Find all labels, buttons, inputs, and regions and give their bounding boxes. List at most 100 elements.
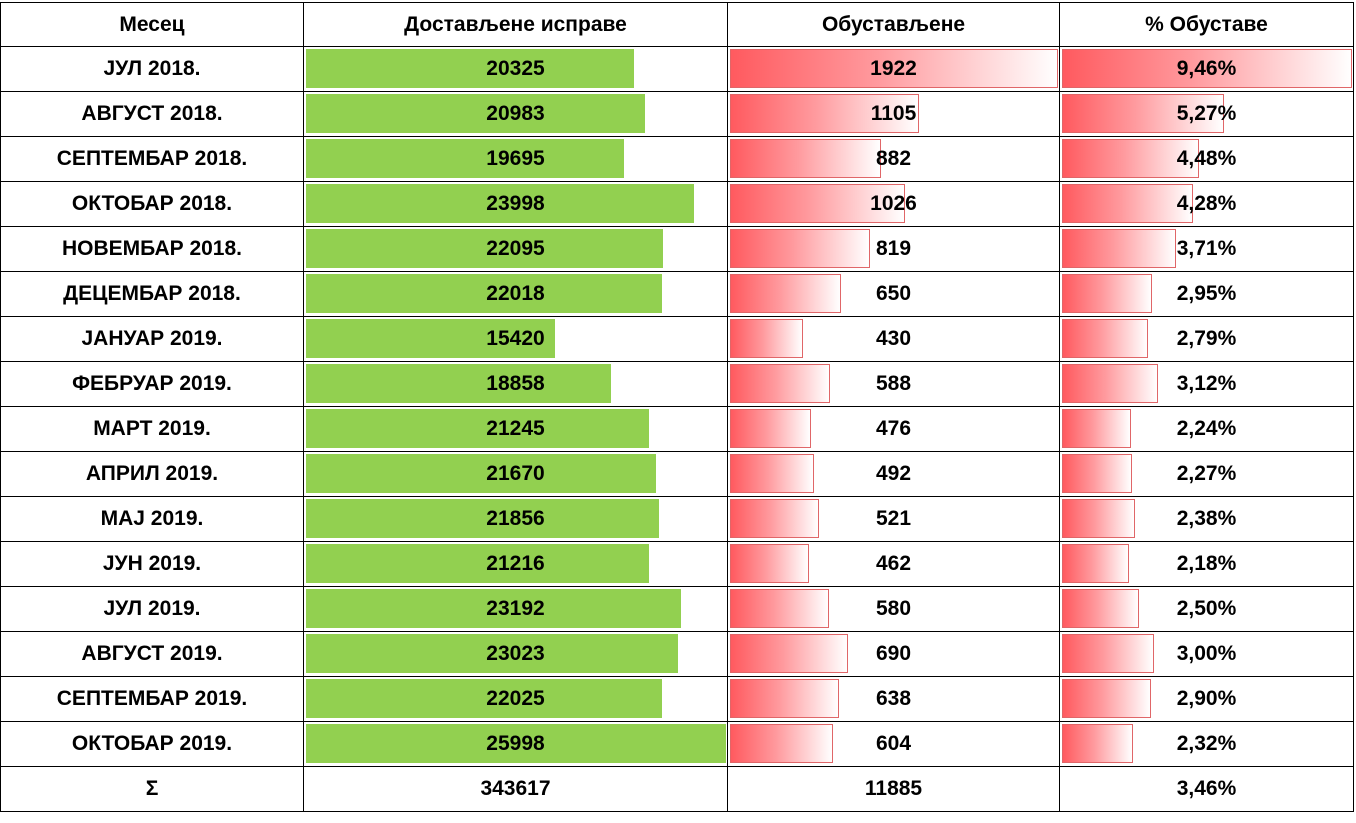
percent-cell[interactable]: 5,27%	[1060, 92, 1354, 137]
total-delivered-cell[interactable]: 343617	[304, 767, 728, 812]
delivered-value: 23998	[486, 192, 545, 215]
delivered-cell[interactable]: 23192	[304, 587, 728, 632]
delivered-cell[interactable]: 21245	[304, 407, 728, 452]
suspended-cell[interactable]: 819	[728, 227, 1060, 272]
suspended-cell[interactable]: 492	[728, 452, 1060, 497]
header-delivered-label: Достављене исправе	[404, 12, 627, 36]
month-cell[interactable]: АВГУСТ 2019.	[0, 632, 304, 677]
month-cell[interactable]: НОВЕМБАР 2018.	[0, 227, 304, 272]
suspended-cell[interactable]: 638	[728, 677, 1060, 722]
percent-cell[interactable]: 2,27%	[1060, 452, 1354, 497]
percent-cell[interactable]: 2,32%	[1060, 722, 1354, 767]
percent-cell[interactable]: 4,28%	[1060, 182, 1354, 227]
delivered-value: 25998	[486, 732, 545, 755]
suspended-cell[interactable]: 430	[728, 317, 1060, 362]
total-label-cell[interactable]: Σ	[0, 767, 304, 812]
suspended-cell[interactable]: 604	[728, 722, 1060, 767]
month-cell[interactable]: СЕПТЕМБАР 2019.	[0, 677, 304, 722]
month-label: МАРТ 2019.	[93, 417, 211, 440]
delivered-value: 21670	[486, 462, 545, 485]
delivered-cell[interactable]: 21670	[304, 452, 728, 497]
month-cell[interactable]: ФЕБРУАР 2019.	[0, 362, 304, 407]
delivered-value: 23192	[486, 597, 545, 620]
delivered-cell[interactable]: 22018	[304, 272, 728, 317]
suspended-cell[interactable]: 1026	[728, 182, 1060, 227]
month-cell[interactable]: АВГУСТ 2018.	[0, 92, 304, 137]
header-cell-percent[interactable]: % Обуставе	[1060, 2, 1354, 47]
total-suspended-cell[interactable]: 11885	[728, 767, 1060, 812]
suspended-bar	[730, 364, 830, 403]
delivered-cell[interactable]: 20325	[304, 47, 728, 92]
percent-cell[interactable]: 3,12%	[1060, 362, 1354, 407]
month-cell[interactable]: ЈУН 2019.	[0, 542, 304, 587]
suspended-cell[interactable]: 588	[728, 362, 1060, 407]
month-cell[interactable]: ДЕЦЕМБАР 2018.	[0, 272, 304, 317]
delivered-cell[interactable]: 21216	[304, 542, 728, 587]
header-cell-delivered[interactable]: Достављене исправе	[304, 2, 728, 47]
suspended-value: 521	[875, 507, 912, 530]
percent-cell[interactable]: 2,90%	[1060, 677, 1354, 722]
delivered-value: 22018	[486, 282, 545, 305]
suspended-cell[interactable]: 1922	[728, 47, 1060, 92]
month-cell[interactable]: ЈУЛ 2019.	[0, 587, 304, 632]
delivered-cell[interactable]: 18858	[304, 362, 728, 407]
percent-cell[interactable]: 2,95%	[1060, 272, 1354, 317]
percent-cell[interactable]: 4,48%	[1060, 137, 1354, 182]
header-cell-suspended[interactable]: Обустављене	[728, 2, 1060, 47]
delivered-cell[interactable]: 15420	[304, 317, 728, 362]
percent-bar	[1062, 364, 1158, 403]
percent-cell[interactable]: 3,00%	[1060, 632, 1354, 677]
month-cell[interactable]: ОКТОБАР 2018.	[0, 182, 304, 227]
month-cell[interactable]: ОКТОБАР 2019.	[0, 722, 304, 767]
delivered-cell[interactable]: 22095	[304, 227, 728, 272]
table-row: ЈУЛ 2019. 23192 580 2,50%	[0, 587, 1356, 632]
delivered-cell[interactable]: 20983	[304, 92, 728, 137]
suspended-cell[interactable]: 690	[728, 632, 1060, 677]
month-cell[interactable]: МАРТ 2019.	[0, 407, 304, 452]
percent-value: 2,50%	[1176, 597, 1237, 620]
percent-cell[interactable]: 2,38%	[1060, 497, 1354, 542]
delivered-value: 20983	[486, 102, 545, 125]
suspended-cell[interactable]: 521	[728, 497, 1060, 542]
percent-bar	[1062, 184, 1193, 223]
total-percent-cell[interactable]: 3,46%	[1060, 767, 1354, 812]
percent-cell[interactable]: 3,71%	[1060, 227, 1354, 272]
month-cell[interactable]: ЈУЛ 2018.	[0, 47, 304, 92]
percent-cell[interactable]: 2,24%	[1060, 407, 1354, 452]
percent-value: 3,12%	[1176, 372, 1237, 395]
suspended-cell[interactable]: 476	[728, 407, 1060, 452]
suspended-value: 580	[875, 597, 912, 620]
suspended-cell[interactable]: 462	[728, 542, 1060, 587]
month-cell[interactable]: СЕПТЕМБАР 2018.	[0, 137, 304, 182]
delivered-cell[interactable]: 22025	[304, 677, 728, 722]
delivered-bar	[306, 724, 726, 763]
month-cell[interactable]: ЈАНУАР 2019.	[0, 317, 304, 362]
month-label: ОКТОБАР 2019.	[71, 732, 233, 755]
suspended-value: 1026	[870, 192, 917, 215]
percent-cell[interactable]: 2,50%	[1060, 587, 1354, 632]
month-cell[interactable]: МАЈ 2019.	[0, 497, 304, 542]
month-label: ЈАНУАР 2019.	[81, 327, 223, 350]
delivered-bar	[306, 319, 555, 358]
percent-value: 2,27%	[1176, 462, 1237, 485]
delivered-value: 19695	[486, 147, 545, 170]
suspended-cell[interactable]: 580	[728, 587, 1060, 632]
month-cell[interactable]: АПРИЛ 2019.	[0, 452, 304, 497]
percent-cell[interactable]: 2,79%	[1060, 317, 1354, 362]
delivered-cell[interactable]: 23998	[304, 182, 728, 227]
total-delivered: 343617	[480, 777, 551, 800]
suspended-cell[interactable]: 882	[728, 137, 1060, 182]
percent-value: 2,24%	[1176, 417, 1237, 440]
percent-value: 2,90%	[1176, 687, 1237, 710]
suspended-cell[interactable]: 1105	[728, 92, 1060, 137]
percent-cell[interactable]: 2,18%	[1060, 542, 1354, 587]
header-cell-month[interactable]: Месец	[0, 2, 304, 47]
table-row: ЈУЛ 2018. 20325 1922 9,46%	[0, 47, 1356, 92]
delivered-cell[interactable]: 25998	[304, 722, 728, 767]
delivered-cell[interactable]: 19695	[304, 137, 728, 182]
delivered-cell[interactable]: 23023	[304, 632, 728, 677]
percent-bar	[1062, 589, 1139, 628]
suspended-cell[interactable]: 650	[728, 272, 1060, 317]
delivered-cell[interactable]: 21856	[304, 497, 728, 542]
percent-cell[interactable]: 9,46%	[1060, 47, 1354, 92]
